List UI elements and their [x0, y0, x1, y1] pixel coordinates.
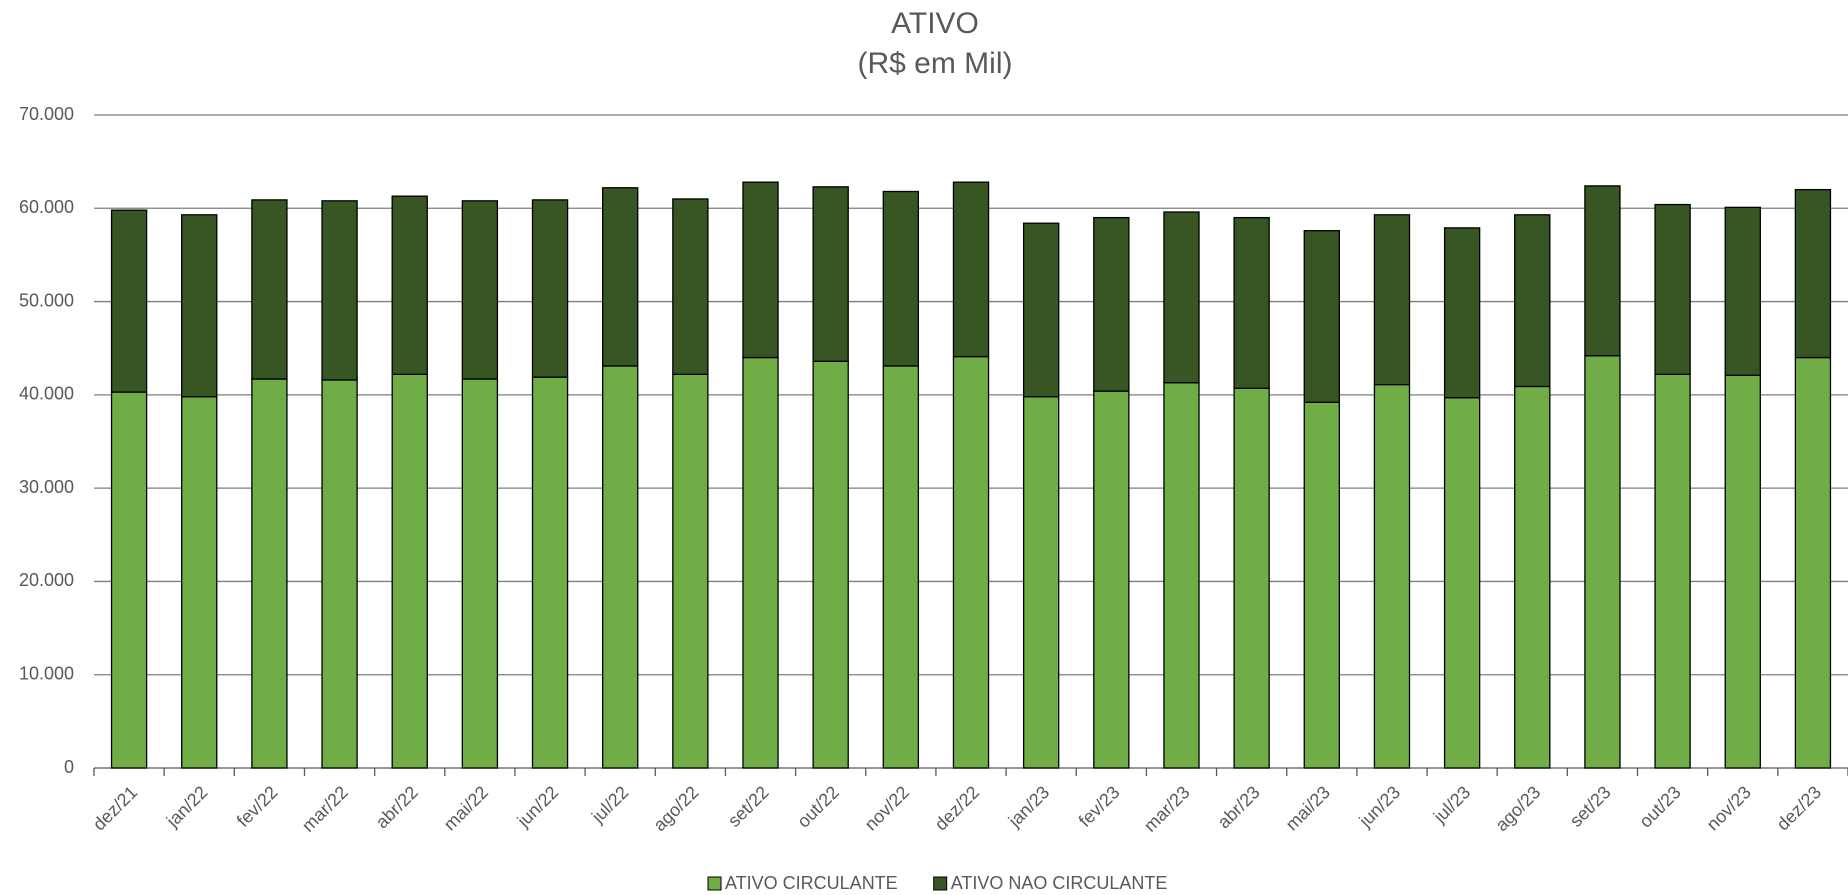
bar-segment	[321, 200, 358, 381]
x-tick-label: jul/22	[587, 782, 632, 827]
x-tick-label: jul/23	[1429, 782, 1474, 827]
y-tick-label: 20.000	[19, 570, 74, 590]
bar-segment	[110, 209, 148, 393]
bar-segment	[461, 378, 499, 769]
chart-subtitle: (R$ em Mil)	[858, 47, 1013, 80]
legend-swatch	[933, 876, 948, 891]
bar-segment	[952, 181, 990, 358]
bar-segment	[672, 373, 709, 769]
x-tick-label: nov/23	[1703, 782, 1755, 834]
x-tick-label: dez/23	[1773, 782, 1825, 834]
legend-swatch	[707, 876, 722, 891]
y-tick-label: 30.000	[19, 477, 74, 497]
bar-segment	[1022, 396, 1060, 769]
bar-segment	[1654, 373, 1691, 769]
bar-segment	[1654, 203, 1691, 375]
legend-label: ATIVO CIRCULANTE	[725, 873, 898, 893]
bar-segment	[181, 214, 218, 398]
bar-segment	[1724, 374, 1761, 769]
bar-segment	[1303, 401, 1340, 769]
bar-segment	[742, 181, 779, 359]
bar-segment	[672, 198, 709, 375]
bar-segment	[1724, 206, 1761, 376]
x-tick-label: abr/22	[372, 782, 422, 832]
bar-segment	[602, 365, 639, 769]
bar-segment	[1584, 355, 1621, 769]
x-tick-label: mar/23	[1140, 782, 1194, 836]
bar-segment	[952, 355, 990, 769]
x-tick-label: jun/22	[513, 782, 563, 832]
bar-segment	[181, 396, 218, 769]
bar-segment	[1163, 211, 1200, 384]
bar-segment	[1514, 385, 1551, 769]
x-tick-label: out/23	[1635, 782, 1685, 832]
x-tick-label: out/22	[793, 782, 843, 832]
x-tick-label: ago/22	[649, 782, 702, 835]
x-tick-label: mai/23	[1282, 782, 1334, 834]
bar-segment	[1093, 390, 1130, 769]
bar-segment	[1163, 382, 1200, 769]
x-tick-label: dez/22	[931, 782, 983, 834]
bar-segment	[321, 379, 358, 769]
chart-title: ATIVO	[891, 7, 979, 40]
bar-segment	[1373, 214, 1411, 386]
x-tick-label: set/23	[1566, 782, 1615, 831]
bar-segment	[1233, 387, 1270, 769]
bar-segment	[1093, 216, 1130, 392]
bar-segment	[602, 187, 639, 367]
bar-segment	[251, 199, 288, 380]
bar-segment	[882, 190, 920, 367]
bar-segment	[391, 195, 428, 375]
x-tick-label: set/22	[724, 782, 773, 831]
bar-segment	[1794, 188, 1832, 359]
x-tick-label: jan/23	[1004, 782, 1054, 832]
x-tick-label: jun/23	[1355, 782, 1405, 832]
x-tick-label: mai/22	[440, 782, 492, 834]
y-tick-label: 0	[64, 757, 74, 777]
x-tick-label: fev/22	[233, 782, 282, 831]
y-tick-label: 40.000	[19, 384, 74, 404]
bar-segment	[531, 199, 569, 378]
x-tick-label: nov/22	[861, 782, 913, 834]
x-tick-label: ago/23	[1491, 782, 1544, 835]
bar-segment	[1443, 397, 1481, 769]
legend-label: ATIVO NAO CIRCULANTE	[951, 873, 1168, 893]
bar-segment	[110, 391, 148, 769]
bar-segment	[461, 200, 499, 380]
bar-segment	[1794, 356, 1832, 769]
y-tick-label: 60.000	[19, 197, 74, 217]
bar-segment	[1373, 383, 1411, 769]
x-tick-label: mar/22	[298, 782, 352, 836]
bar-segment	[1303, 230, 1340, 403]
bar-segment	[1443, 227, 1481, 399]
x-tick-label: dez/21	[89, 782, 141, 834]
bar-segment	[531, 376, 569, 769]
y-tick-label: 10.000	[19, 663, 74, 683]
bar-segment	[742, 356, 779, 769]
y-tick-label: 50.000	[19, 290, 74, 310]
bar-segment	[882, 365, 920, 769]
x-tick-label: abr/23	[1214, 782, 1264, 832]
bar-segment	[251, 378, 288, 769]
bar-segment	[391, 373, 428, 769]
bar-segment	[1022, 222, 1060, 398]
bar-segment	[812, 360, 849, 769]
bar-segment	[1233, 216, 1270, 389]
bar-segment	[1514, 214, 1551, 388]
bar-segment	[812, 186, 849, 362]
x-tick-label: fev/23	[1075, 782, 1124, 831]
x-tick-label: jan/22	[162, 782, 212, 832]
y-tick-label: 70.000	[19, 104, 74, 124]
bar-segment	[1584, 185, 1621, 357]
